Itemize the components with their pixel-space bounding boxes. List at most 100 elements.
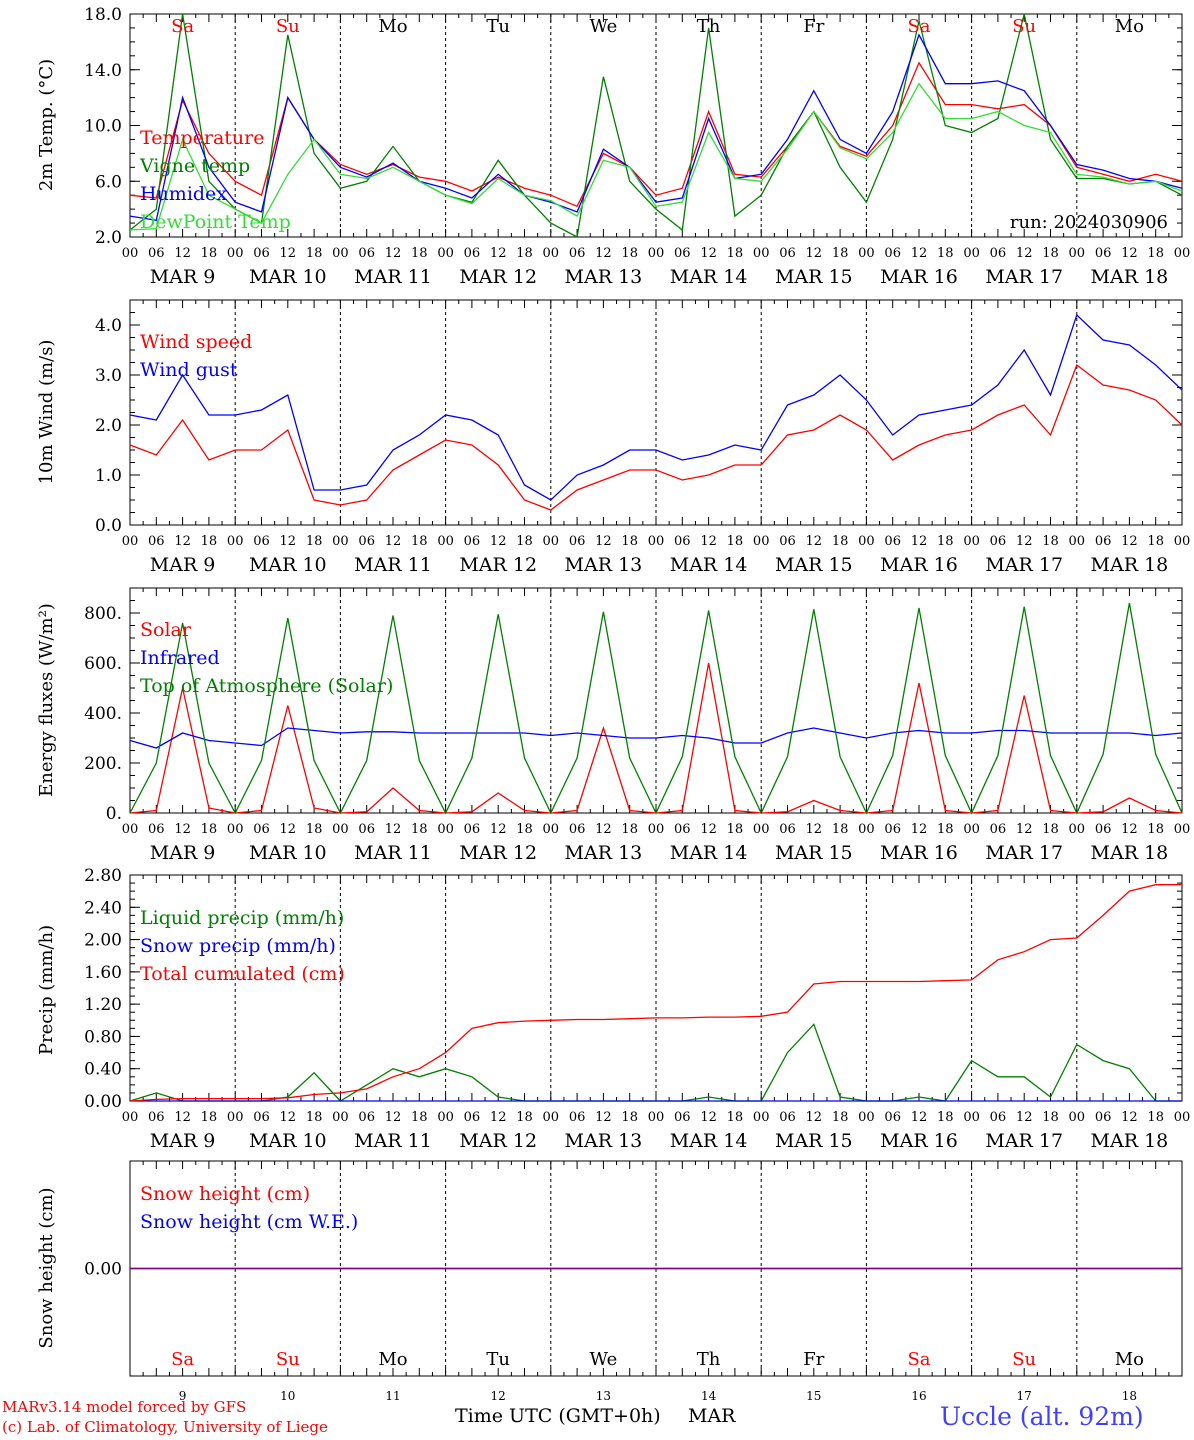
hour-tick-label: 06 [569,1110,586,1125]
hour-tick-label: 06 [1095,1110,1112,1125]
hour-tick-label: 12 [280,534,297,549]
y-tick-label: 18.0 [84,5,122,25]
hour-tick-label: 06 [148,534,165,549]
hour-tick-label: 00 [963,246,980,261]
hour-tick-label: 12 [385,246,402,261]
hour-tick-label: 00 [122,1110,139,1125]
legend-entry: Wind gust [140,359,238,381]
hour-tick-label: 06 [779,1110,796,1125]
hour-tick-label: 12 [1016,534,1033,549]
hour-tick-label: 06 [674,534,691,549]
hour-tick-label: 12 [911,822,928,837]
legend-entry: Solar [140,619,192,641]
hour-tick-label: 18 [516,822,533,837]
date-label: MAR 14 [670,266,748,288]
hour-tick-label: 06 [674,246,691,261]
date-label: MAR 12 [459,554,537,576]
hour-tick-label: 18 [516,246,533,261]
hour-tick-label: 00 [648,1110,665,1125]
date-label: MAR 16 [880,1130,958,1152]
hour-tick-label: 12 [1121,1110,1138,1125]
hour-tick-label: 00 [858,822,875,837]
run-label: run: 2024030906 [1010,212,1168,233]
hour-tick-label: 12 [806,534,823,549]
date-label: MAR 18 [1091,1130,1169,1152]
hour-tick-label: 06 [990,822,1007,837]
date-label: MAR 16 [880,266,958,288]
weekday-label: Fr [803,1349,824,1370]
plot-frame [129,587,1183,814]
hour-tick-label: 00 [227,246,244,261]
day-number-label: 11 [385,1389,400,1403]
y-tick-label: 2.40 [84,898,122,918]
weekday-label: Fr [803,16,824,37]
hour-tick-label: 00 [437,246,454,261]
hour-tick-label: 06 [779,822,796,837]
legend-entry: Wind speed [140,331,252,353]
date-label: MAR 9 [150,266,216,288]
hour-tick-label: 00 [753,534,770,549]
hour-tick-label: 18 [621,534,638,549]
y-tick-label: 2.0 [95,416,122,436]
hour-tick-label: 12 [1016,1110,1033,1125]
date-label: MAR 9 [150,554,216,576]
hour-tick-label: 12 [911,1110,928,1125]
date-label: MAR 15 [775,266,853,288]
hour-tick-label: 12 [1121,822,1138,837]
date-label: MAR 11 [354,1130,432,1152]
hour-tick-label: 12 [490,1110,507,1125]
series-line-top-of-atmosphere-solar- [129,602,1183,815]
series-line-wind-speed [129,363,1183,511]
hour-tick-label: 00 [437,534,454,549]
hour-tick-label: 18 [1147,534,1164,549]
hour-tick-label: 18 [727,246,744,261]
y-tick-label: 600. [84,654,122,674]
date-label: MAR 10 [249,266,327,288]
weekday-label: Mo [378,16,407,37]
weekday-label: Su [1012,16,1036,37]
hour-tick-label: 00 [437,1110,454,1125]
legend-entry: Snow height (cm W.E.) [140,1211,358,1233]
hour-tick-label: 12 [595,534,612,549]
hour-tick-label: 06 [779,246,796,261]
hour-tick-label: 18 [727,822,744,837]
hour-tick-label: 06 [884,534,901,549]
date-label: MAR 10 [249,1130,327,1152]
plot-frame [129,299,1183,526]
hour-tick-label: 12 [174,534,191,549]
hour-tick-label: 12 [806,822,823,837]
weekday-label: We [590,1349,618,1370]
hour-tick-label: 06 [1095,822,1112,837]
hour-tick-label: 06 [884,1110,901,1125]
date-label: MAR 11 [354,842,432,864]
hour-tick-label: 00 [332,1110,349,1125]
y-tick-label: 2.00 [84,931,122,951]
hour-tick-label: 00 [858,246,875,261]
date-label: MAR 10 [249,842,327,864]
weekday-label: Th [697,1349,721,1370]
hour-tick-label: 18 [411,534,428,549]
weekday-label: We [590,16,618,37]
hour-tick-label: 12 [911,246,928,261]
weekday-label: Mo [378,1349,407,1370]
y-axis-label: Precip (mm/h) [36,925,57,1055]
weekday-label: Tu [486,16,510,37]
date-label: MAR 18 [1091,554,1169,576]
date-label: MAR 11 [354,266,432,288]
y-tick-label: 1.60 [84,963,122,983]
day-number-label: 13 [596,1389,611,1403]
hour-tick-label: 06 [884,246,901,261]
hour-tick-label: 06 [674,822,691,837]
hour-tick-label: 00 [648,534,665,549]
hour-tick-label: 00 [753,246,770,261]
y-tick-label: 400. [84,704,122,724]
hour-tick-label: 00 [858,534,875,549]
hour-tick-label: 06 [990,1110,1007,1125]
legend-entry: Liquid precip (mm/h) [140,907,344,929]
hour-tick-label: 00 [332,822,349,837]
date-label: MAR 9 [150,842,216,864]
hour-tick-label: 18 [937,1110,954,1125]
hour-tick-label: 12 [700,1110,717,1125]
hour-tick-label: 00 [648,246,665,261]
hour-tick-label: 18 [1147,246,1164,261]
